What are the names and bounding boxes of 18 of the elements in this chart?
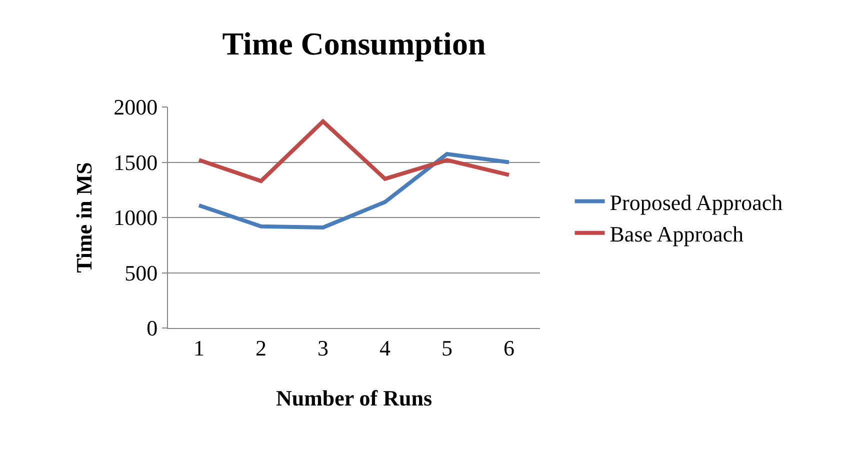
- x-tick-label: 6: [504, 335, 514, 360]
- y-axis-title: Time in MS: [71, 162, 96, 273]
- legend-label: Proposed Approach: [610, 190, 783, 215]
- line-series: [197, 152, 511, 230]
- x-tick-label: 3: [318, 335, 328, 360]
- y-tick-label: 0: [146, 316, 158, 341]
- y-tick-label: 1500: [114, 150, 158, 175]
- y-tick-label: 500: [124, 260, 158, 286]
- x-tick-label: 2: [256, 335, 266, 360]
- chart-title: Time Consumption: [222, 26, 486, 62]
- x-axis-title: Number of Runs: [276, 385, 432, 410]
- x-tick-label: 4: [380, 335, 390, 360]
- y-tick-label: 1000: [114, 205, 158, 230]
- legend-label: Base Approach: [610, 221, 744, 246]
- x-tick-label: 1: [194, 335, 204, 360]
- y-tick-label: 2000: [114, 94, 158, 120]
- line-series: [197, 119, 511, 184]
- x-tick-label: 5: [442, 335, 452, 360]
